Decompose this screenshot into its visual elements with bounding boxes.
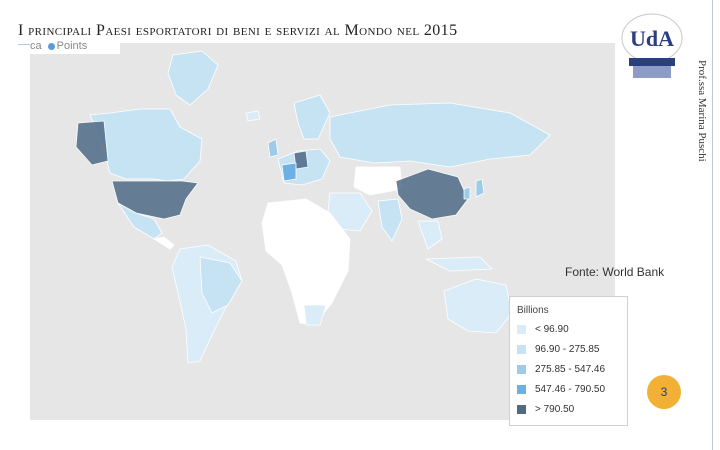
map-region-indonesia[interactable]: [425, 256, 493, 272]
map-region-greenland[interactable]: [167, 50, 219, 106]
legend-item: 275.85 - 547.46: [517, 364, 605, 376]
legend-label: > 790.50: [535, 404, 575, 415]
map-region-russia[interactable]: [329, 102, 551, 168]
legend-swatch: [517, 364, 526, 374]
legend-item: 96.90 - 275.85: [517, 344, 600, 356]
points-icon: [47, 42, 55, 50]
legend-label: 275.85 - 547.46: [535, 364, 606, 375]
map-legend: Billions < 96.90 96.90 - 275.85 275.85 -…: [509, 296, 628, 426]
map-controls-label: Points: [56, 40, 88, 52]
map-region-korea[interactable]: [463, 186, 471, 200]
legend-item: < 96.90: [517, 324, 569, 336]
map-region-central-america[interactable]: [153, 236, 175, 250]
map-region-uk[interactable]: [267, 138, 279, 158]
map-region-japan[interactable]: [475, 178, 485, 198]
legend-swatch: [517, 384, 526, 394]
university-logo: UdA: [619, 10, 685, 82]
map-region-central-asia[interactable]: [353, 166, 403, 196]
legend-swatch: [517, 404, 526, 414]
side-divider: [712, 0, 713, 450]
legend-label: 547.46 - 790.50: [535, 384, 606, 395]
legend-label: 96.90 - 275.85: [535, 344, 600, 355]
legend-swatch: [517, 324, 526, 334]
world-map-canvas: [75, 50, 551, 364]
map-region-france[interactable]: [281, 162, 297, 182]
map-region-middle-east[interactable]: [327, 192, 373, 232]
legend-item: 547.46 - 790.50: [517, 384, 605, 396]
legend-label: < 96.90: [535, 324, 569, 335]
page-number-badge: 3: [647, 375, 681, 409]
map-region-brazil[interactable]: [199, 256, 243, 314]
map-controls-prefix: ca: [30, 40, 42, 52]
map-region-southeast-asia[interactable]: [417, 220, 443, 250]
map-region-scandinavia[interactable]: [293, 94, 331, 140]
map-region-australia[interactable]: [443, 278, 513, 334]
map-region-canada[interactable]: [89, 108, 203, 182]
source-note: Fonte: World Bank: [565, 265, 665, 279]
legend-title: Billions: [517, 305, 549, 316]
map-region-india[interactable]: [377, 198, 403, 242]
svg-text:UdA: UdA: [630, 26, 674, 51]
map-region-iceland[interactable]: [245, 110, 261, 122]
map-region-south-africa[interactable]: [303, 304, 327, 326]
slide-title: I principali Paesi esportatori di beni e…: [18, 22, 458, 39]
map-region-mexico[interactable]: [117, 202, 163, 240]
legend-item: > 790.50: [517, 404, 574, 416]
legend-swatch: [517, 344, 526, 354]
map-controls[interactable]: ca Points: [30, 40, 120, 54]
map-region-china[interactable]: [395, 168, 469, 220]
author-credit: Prof.ssa Marina Puschi: [696, 60, 708, 162]
map-region-alaska[interactable]: [75, 120, 109, 166]
